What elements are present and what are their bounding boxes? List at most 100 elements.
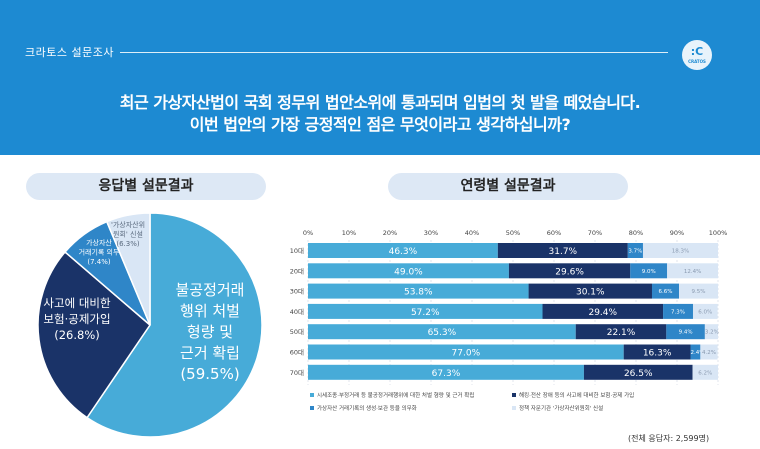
category-label: 10대 [290,247,304,255]
x-tick-label: 80% [629,229,643,237]
header-banner: 크라토스 설문조사 :C CRATOS 최근 가상자산법이 국회 정무위 법안소… [0,0,760,155]
bar-value-label: 22.1% [607,328,636,338]
bar-value-label: 7.3% [671,309,685,315]
x-tick-label: 10% [342,229,356,237]
stacked-bar-chart: 0% 10% 20% 30% 40% 50% 60% 70% 80% 90% 100% 10대 46.3… [290,229,728,412]
bar-value-label: 67.3% [432,369,461,379]
legend-label: 시세조종·부정거래 등 불공정거래행위에 대한 처벌 형량 및 근거 확립 [317,391,474,399]
survey-brand: 크라토스 설문조사 [25,46,114,59]
bar-value-label: 6.6% [659,289,673,295]
bar-value-label: 26.5% [624,369,653,379]
pie-slice [86,212,263,438]
bar-chart-title: 연령별 설문결과 [388,173,628,200]
legend-swatch [310,406,314,410]
bar-value-label: 9.4% [679,330,693,336]
x-tick-label: 20% [383,229,397,237]
pie-slice-label: 가상자산 거래기록 의무 (7.4%) [79,238,120,266]
bar-segment [308,243,498,258]
category-label: 50대 [290,328,304,336]
x-tick-label: 60% [547,229,561,237]
bar-segment [630,263,668,279]
bar-segment [528,283,652,299]
bar-segment [508,263,631,279]
bar-segment [642,243,718,258]
bar-segment [663,303,693,319]
bar-segment [308,263,509,279]
bar-segment [497,243,628,258]
bar-value-label: 30.1% [576,288,605,298]
bar-segment [679,283,718,299]
bar-segment [692,364,718,380]
x-tick-label: 40% [465,229,479,237]
bar-segment [623,344,691,360]
logo-mark-icon: :C [690,45,704,58]
bar-value-label: 31.7% [549,247,578,257]
header-divider [120,52,668,53]
bar-segment [690,344,701,360]
category-label: 70대 [290,369,304,377]
bar-value-label: 49.0% [394,267,423,277]
pie-slice-label: '가상자산위 원회' 신설 (6.3%) [111,220,145,248]
legend-swatch [512,393,516,397]
bar-value-label: 6.0% [698,309,712,315]
cratos-logo: :C CRATOS [682,40,712,70]
bar-segment [308,344,624,360]
pie-slice [105,212,151,326]
bar-value-label: 46.3% [389,247,418,257]
bar-segment [667,263,718,279]
bar-segment [308,364,584,380]
bar-segment [308,324,576,340]
pie-slice-label: 사고에 대비한 보험·공제가입 (26.8%) [43,296,111,342]
bar-segment [666,324,705,340]
bar-value-label: 77.0% [452,349,481,359]
bar-value-label: 29.6% [555,267,584,277]
pie-slice [37,250,151,419]
respondent-count: (전체 응답자: 2,599명) [628,434,710,443]
bar-segment [704,324,718,340]
bar-value-label: 4.2% [702,350,716,356]
bar-value-label: 3.2% [705,330,719,336]
question-line-1: 최근 가상자산법이 국회 정무위 법안소위에 통과되며 입법의 첫 발을 떼었습… [119,93,641,112]
pie-chart-title: 응답별 설문결과 [26,173,266,200]
bar-value-label: 3.7% [628,249,642,255]
legend-label: 가상자산 거래기록의 생성·보관 등을 의무화 [317,404,417,412]
legend-label: 정책 자문기관 '가상자산위원회' 신설 [519,404,603,412]
x-tick-label: 0% [303,229,313,237]
bar-segment [651,283,680,299]
bar-value-label: 12.4% [684,269,701,275]
category-label: 40대 [290,308,304,316]
bar-value-label: 2.4% [691,350,705,356]
x-tick-label: 50% [506,229,520,237]
bar-segment [575,324,667,340]
category-label: 20대 [290,267,304,275]
bar-value-label: 6.2% [698,370,712,376]
bar-segment [583,364,693,380]
bar-value-label: 57.2% [411,308,440,318]
legend-label: 해킹·전산 장애 등의 사고에 대비한 보험·공제 가입 [519,391,634,399]
bar-segment [542,303,664,319]
bar-segment [692,303,718,319]
bar-value-label: 9.5% [692,289,706,295]
legend-swatch [310,393,314,397]
bar-value-label: 9.0% [642,269,656,275]
bar-segment [308,303,543,319]
bar-value-label: 29.4% [588,308,617,318]
x-tick-label: 70% [588,229,602,237]
category-label: 30대 [290,288,304,296]
logo-text: CRATOS [688,59,706,64]
bar-segment [627,243,643,258]
bar-value-label: 53.8% [404,288,433,298]
category-label: 60대 [290,349,304,357]
bar-value-label: 16.3% [643,349,672,359]
pie-chart: 불공정거래 행위 처벌 형량 및 근거 확립 (59.5%) 사고에 대비한 보험·공제가입… [37,212,263,438]
x-tick-label: 30% [424,229,438,237]
pie-slice-label: 불공정거래 행위 처벌 형량 및 근거 확립 (59.5%) [175,281,244,383]
bar-segment [308,283,529,299]
legend-swatch [512,406,516,410]
bar-value-label: 18.3% [672,249,689,255]
bar-value-label: 65.3% [428,328,457,338]
x-tick-label: 100% [709,229,728,237]
bar-segment [700,344,718,360]
question-line-2: 이번 법안의 가장 긍정적인 점은 무엇이라고 생각하십니까? [189,115,571,134]
x-tick-label: 90% [670,229,684,237]
